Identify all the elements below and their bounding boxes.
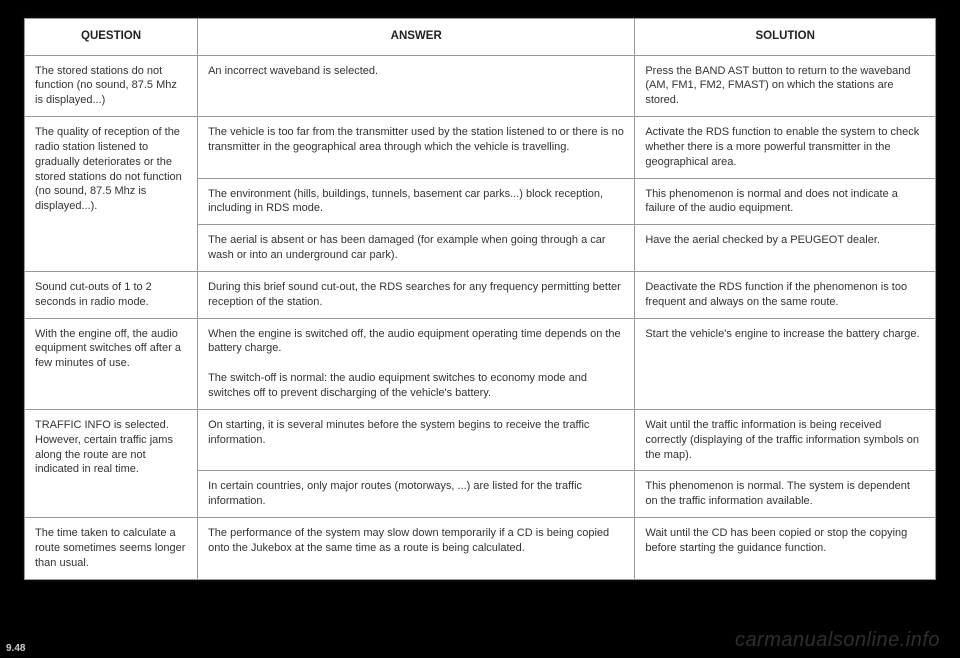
header-solution: SOLUTION — [635, 19, 936, 56]
cell-solution: Start the vehicle's engine to increase t… — [635, 318, 936, 409]
cell-question: The time taken to calculate a route some… — [25, 518, 198, 580]
cell-solution: Activate the RDS function to enable the … — [635, 117, 936, 179]
table-row: With the engine off, the audio equipment… — [25, 318, 936, 409]
header-question: QUESTION — [25, 19, 198, 56]
cell-question: The quality of reception of the radio st… — [25, 117, 198, 272]
cell-answer: An incorrect waveband is selected. — [198, 55, 635, 117]
cell-solution: Wait until the CD has been copied or sto… — [635, 518, 936, 580]
faq-table: QUESTION ANSWER SOLUTION The stored stat… — [24, 18, 936, 580]
cell-solution: This phenomenon is normal and does not i… — [635, 178, 936, 225]
cell-answer: The performance of the system may slow d… — [198, 518, 635, 580]
cell-solution: Wait until the traffic information is be… — [635, 409, 936, 471]
table-row: The quality of reception of the radio st… — [25, 117, 936, 179]
cell-answer: The vehicle is too far from the transmit… — [198, 117, 635, 179]
cell-answer: When the engine is switched off, the aud… — [198, 318, 635, 409]
header-answer: ANSWER — [198, 19, 635, 56]
cell-solution: This phenomenon is normal. The system is… — [635, 471, 936, 518]
page-number: 9.48 — [6, 643, 25, 654]
cell-solution: Press the BAND AST button to return to t… — [635, 55, 936, 117]
cell-question: With the engine off, the audio equipment… — [25, 318, 198, 409]
answer-line: The switch-off is normal: the audio equi… — [208, 372, 587, 399]
answer-line: When the engine is switched off, the aud… — [208, 328, 621, 355]
cell-answer: In certain countries, only major routes … — [198, 471, 635, 518]
cell-answer: The environment (hills, buildings, tunne… — [198, 178, 635, 225]
cell-answer: During this brief sound cut-out, the RDS… — [198, 271, 635, 318]
table-row: The time taken to calculate a route some… — [25, 518, 936, 580]
cell-answer: On starting, it is several minutes befor… — [198, 409, 635, 471]
cell-question: TRAFFIC INFO is selected. However, certa… — [25, 409, 198, 517]
cell-solution: Deactivate the RDS function if the pheno… — [635, 271, 936, 318]
cell-solution: Have the aerial checked by a PEUGEOT dea… — [635, 225, 936, 272]
table-row: TRAFFIC INFO is selected. However, certa… — [25, 409, 936, 471]
manual-page: QUESTION ANSWER SOLUTION The stored stat… — [24, 18, 936, 580]
cell-question: The stored stations do not function (no … — [25, 55, 198, 117]
cell-question: Sound cut-outs of 1 to 2 seconds in radi… — [25, 271, 198, 318]
cell-answer: The aerial is absent or has been damaged… — [198, 225, 635, 272]
watermark-text: carmanualsonline.info — [735, 629, 940, 652]
table-header-row: QUESTION ANSWER SOLUTION — [25, 19, 936, 56]
table-row: Sound cut-outs of 1 to 2 seconds in radi… — [25, 271, 936, 318]
table-row: The stored stations do not function (no … — [25, 55, 936, 117]
